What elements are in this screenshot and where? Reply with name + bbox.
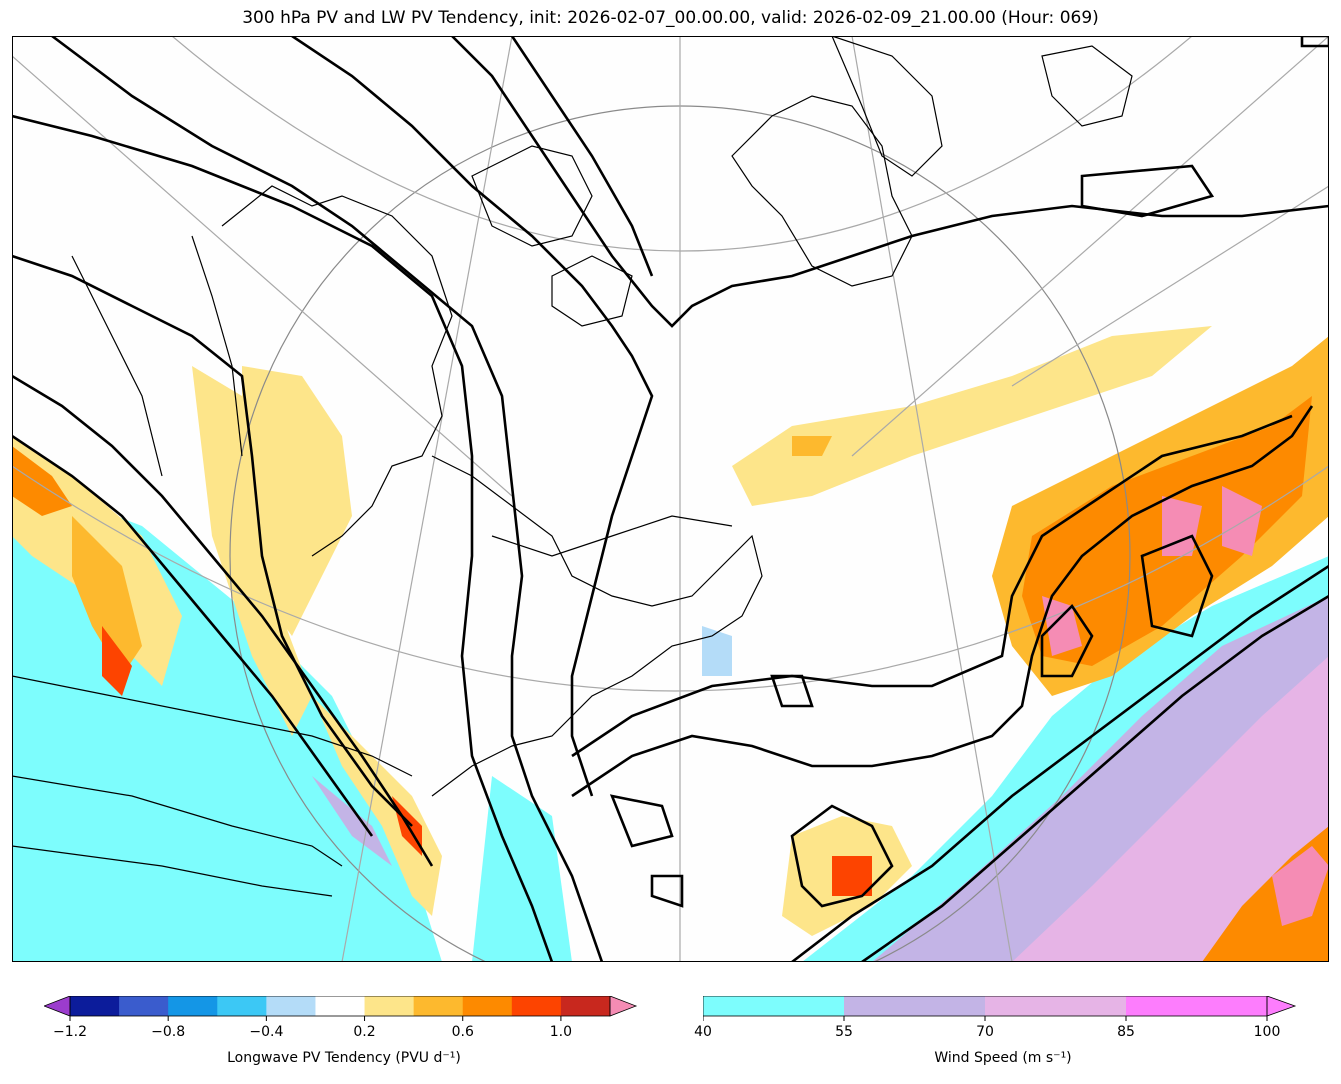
pv-tendency-shading <box>12 326 1329 962</box>
map-frame <box>12 36 1329 962</box>
pv-colorbar-segment <box>119 996 169 1016</box>
pv-colorbar-segment <box>560 996 611 1016</box>
pv-colorbar-segment <box>511 996 562 1016</box>
pv-colorbar-frame <box>69 996 611 1017</box>
pv-colorbar-tick-label: 1.0 <box>549 1024 573 1040</box>
pv-colorbar-tick-label: −0.4 <box>249 1024 284 1040</box>
wind-colorbar-over-triangle <box>1266 996 1297 1017</box>
wind-colorbar-segment <box>985 996 1127 1016</box>
wind-speed-colorbar <box>703 996 1297 1021</box>
pv-colorbar-segment <box>217 996 267 1016</box>
pv-colorbar-segment <box>266 996 316 1016</box>
pv-colorbar-tick-label: −0.8 <box>151 1024 186 1040</box>
pv-colorbar-tick-label: −1.2 <box>53 1024 87 1040</box>
pv-tendency-colorbar-label: Longwave PV Tendency (PVU d⁻¹) <box>227 1050 461 1066</box>
pv-colorbar-tick-label: 0.6 <box>451 1024 474 1040</box>
pv-colorbar-tick-label: 0.2 <box>353 1024 376 1040</box>
pv-colorbar-segment <box>462 996 513 1016</box>
wind-speed-colorbar-label: Wind Speed (m s⁻¹) <box>934 1050 1072 1066</box>
pv-colorbar-segment <box>364 996 415 1016</box>
wind-colorbar-tick-label: 85 <box>1117 1024 1135 1040</box>
pv-contours <box>12 36 1329 962</box>
coastlines <box>12 36 1133 897</box>
wind-colorbar-tick-label: 100 <box>1253 1024 1281 1040</box>
pv-colorbar-over-triangle <box>609 996 638 1017</box>
wind-colorbar-segment <box>844 996 986 1016</box>
wind-colorbar-segment <box>703 996 845 1016</box>
map-panel <box>12 36 1329 962</box>
wind-colorbar-tick-label: 70 <box>976 1024 994 1040</box>
map-title: 300 hPa PV and LW PV Tendency, init: 202… <box>242 8 1099 28</box>
graticule <box>12 36 1329 962</box>
pv-colorbar-under-triangle <box>44 996 71 1017</box>
pv-colorbar-segment <box>70 996 120 1016</box>
wind-colorbar-tick-label: 55 <box>835 1024 853 1040</box>
pv-colorbar-segment <box>168 996 218 1016</box>
pv-colorbar-segment <box>413 996 464 1016</box>
wind-colorbar-tick-label: 40 <box>694 1024 712 1040</box>
pv-colorbar-segment <box>315 996 366 1016</box>
wind-colorbar-segment <box>1126 996 1268 1016</box>
pv-tendency-colorbar <box>44 996 638 1021</box>
